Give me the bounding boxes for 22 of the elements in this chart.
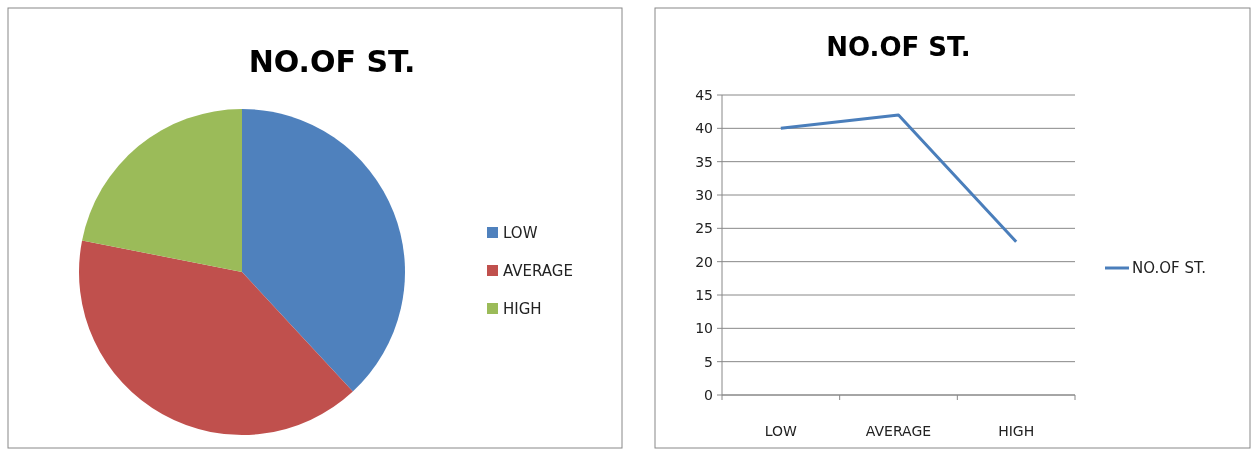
y-tick-label: 40 — [695, 120, 713, 137]
y-tick-label: 35 — [695, 153, 713, 170]
pie-slice — [82, 109, 242, 272]
legend-label: LOW — [503, 224, 538, 242]
legend-label: AVERAGE — [503, 262, 573, 280]
y-tick-label: 45 — [695, 87, 713, 103]
y-tick-label: 25 — [695, 220, 713, 237]
x-tick-label: HIGH — [998, 423, 1035, 439]
y-tick-label: 10 — [695, 320, 713, 337]
legend-label: NO.OF ST. — [1132, 259, 1207, 277]
y-tick-label: 0 — [704, 387, 713, 403]
x-tick-label: LOW — [764, 423, 798, 439]
pie-slice — [79, 240, 353, 435]
pie-slice — [242, 109, 405, 392]
x-tick-label: AVERAGE — [865, 423, 932, 439]
legend-label: HIGH — [503, 300, 542, 318]
y-tick-label: 20 — [695, 253, 713, 270]
chart-title: NO.OF ST. — [826, 32, 971, 62]
chart-title: NO.OF ST. — [248, 44, 416, 79]
y-tick-label: 30 — [695, 187, 713, 203]
y-tick-label: 15 — [695, 287, 713, 303]
y-tick-label: 5 — [704, 353, 713, 370]
